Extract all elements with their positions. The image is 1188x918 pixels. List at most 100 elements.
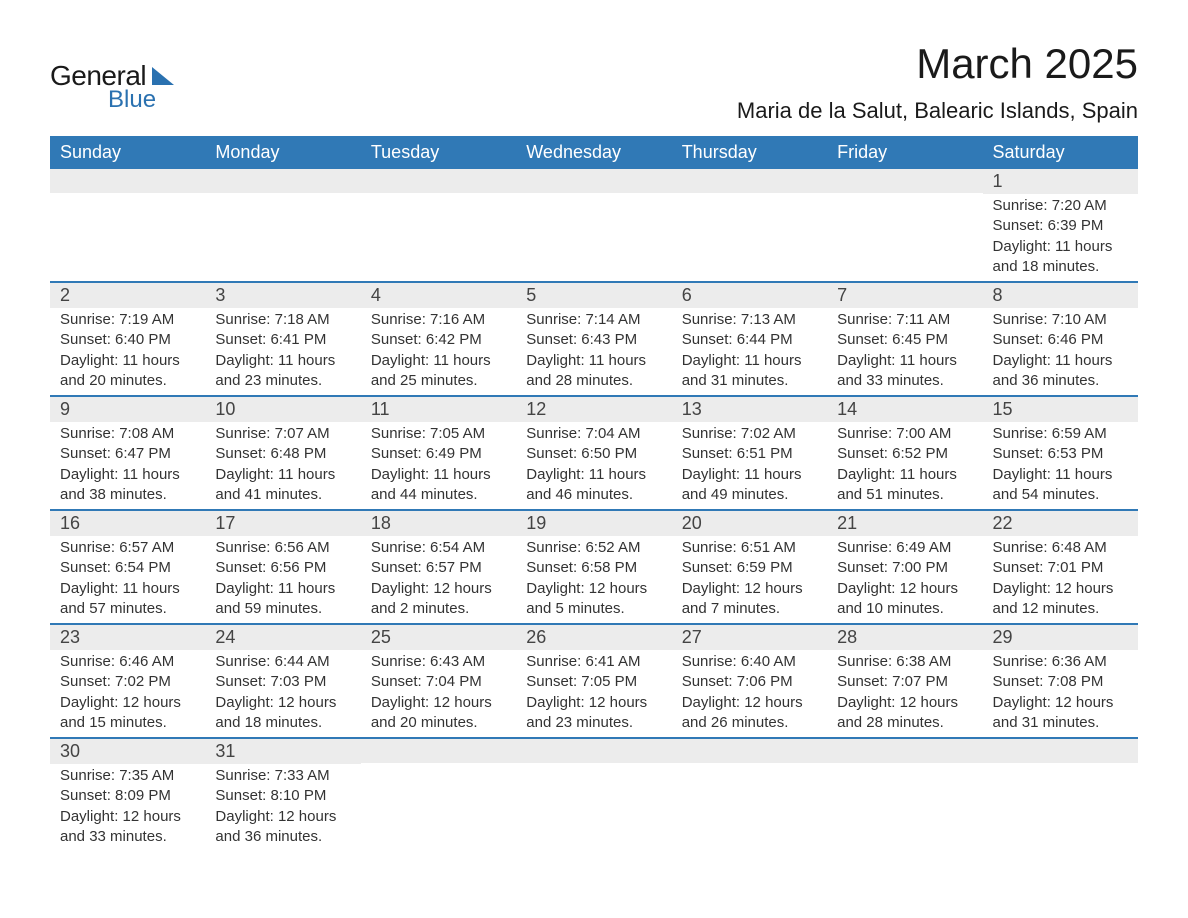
sunset-line: Sunset: 6:48 PM xyxy=(215,444,350,464)
day-number-empty xyxy=(672,739,827,763)
day-number: 14 xyxy=(827,397,982,422)
calendar-day-cell: 5Sunrise: 7:14 AMSunset: 6:43 PMDaylight… xyxy=(516,282,671,396)
day-number: 6 xyxy=(672,283,827,308)
weekday-header: Sunday xyxy=(50,136,205,169)
sunset-line: Sunset: 6:44 PM xyxy=(682,330,817,350)
sunset-line: Sunset: 6:56 PM xyxy=(215,558,350,578)
sunset-line: Sunset: 6:58 PM xyxy=(526,558,661,578)
sunset-line: Sunset: 6:57 PM xyxy=(371,558,506,578)
day-number-empty xyxy=(516,739,671,763)
day-data: Sunrise: 7:16 AMSunset: 6:42 PMDaylight:… xyxy=(361,308,516,395)
calendar-day-cell: 14Sunrise: 7:00 AMSunset: 6:52 PMDayligh… xyxy=(827,396,982,510)
calendar-week-row: 30Sunrise: 7:35 AMSunset: 8:09 PMDayligh… xyxy=(50,738,1138,851)
calendar-day-cell xyxy=(672,169,827,282)
calendar-day-cell: 24Sunrise: 6:44 AMSunset: 7:03 PMDayligh… xyxy=(205,624,360,738)
calendar-day-cell: 28Sunrise: 6:38 AMSunset: 7:07 PMDayligh… xyxy=(827,624,982,738)
sunrise-line: Sunrise: 6:41 AM xyxy=(526,652,661,672)
daylight-line: Daylight: 12 hours and 5 minutes. xyxy=(526,579,661,620)
sunset-line: Sunset: 6:47 PM xyxy=(60,444,195,464)
sunset-line: Sunset: 6:41 PM xyxy=(215,330,350,350)
day-number: 4 xyxy=(361,283,516,308)
daylight-line: Daylight: 12 hours and 31 minutes. xyxy=(993,693,1128,734)
day-data: Sunrise: 6:41 AMSunset: 7:05 PMDaylight:… xyxy=(516,650,671,737)
day-number: 2 xyxy=(50,283,205,308)
calendar-day-cell: 9Sunrise: 7:08 AMSunset: 6:47 PMDaylight… xyxy=(50,396,205,510)
day-number: 21 xyxy=(827,511,982,536)
day-number: 23 xyxy=(50,625,205,650)
daylight-line: Daylight: 11 hours and 54 minutes. xyxy=(993,465,1128,506)
day-number: 3 xyxy=(205,283,360,308)
day-number: 10 xyxy=(205,397,360,422)
calendar-week-row: 16Sunrise: 6:57 AMSunset: 6:54 PMDayligh… xyxy=(50,510,1138,624)
sunset-line: Sunset: 7:06 PM xyxy=(682,672,817,692)
sunset-line: Sunset: 8:09 PM xyxy=(60,786,195,806)
day-number: 26 xyxy=(516,625,671,650)
day-number: 20 xyxy=(672,511,827,536)
sunset-line: Sunset: 7:00 PM xyxy=(837,558,972,578)
calendar-day-cell: 27Sunrise: 6:40 AMSunset: 7:06 PMDayligh… xyxy=(672,624,827,738)
day-number: 22 xyxy=(983,511,1138,536)
daylight-line: Daylight: 12 hours and 23 minutes. xyxy=(526,693,661,734)
day-data: Sunrise: 7:33 AMSunset: 8:10 PMDaylight:… xyxy=(205,764,360,851)
calendar-day-cell xyxy=(827,169,982,282)
calendar-day-cell: 26Sunrise: 6:41 AMSunset: 7:05 PMDayligh… xyxy=(516,624,671,738)
daylight-line: Daylight: 12 hours and 33 minutes. xyxy=(60,807,195,848)
sunrise-line: Sunrise: 7:14 AM xyxy=(526,310,661,330)
sunrise-line: Sunrise: 7:07 AM xyxy=(215,424,350,444)
calendar-week-row: 2Sunrise: 7:19 AMSunset: 6:40 PMDaylight… xyxy=(50,282,1138,396)
sunset-line: Sunset: 7:02 PM xyxy=(60,672,195,692)
daylight-line: Daylight: 12 hours and 10 minutes. xyxy=(837,579,972,620)
sunrise-line: Sunrise: 6:56 AM xyxy=(215,538,350,558)
sunset-line: Sunset: 7:04 PM xyxy=(371,672,506,692)
sunrise-line: Sunrise: 6:46 AM xyxy=(60,652,195,672)
day-number: 24 xyxy=(205,625,360,650)
sunset-line: Sunset: 7:07 PM xyxy=(837,672,972,692)
sunset-line: Sunset: 6:51 PM xyxy=(682,444,817,464)
calendar-day-cell: 15Sunrise: 6:59 AMSunset: 6:53 PMDayligh… xyxy=(983,396,1138,510)
sunrise-line: Sunrise: 7:04 AM xyxy=(526,424,661,444)
sunrise-line: Sunrise: 6:38 AM xyxy=(837,652,972,672)
calendar-day-cell: 3Sunrise: 7:18 AMSunset: 6:41 PMDaylight… xyxy=(205,282,360,396)
calendar-day-cell: 10Sunrise: 7:07 AMSunset: 6:48 PMDayligh… xyxy=(205,396,360,510)
daylight-line: Daylight: 11 hours and 49 minutes. xyxy=(682,465,817,506)
sunrise-line: Sunrise: 7:05 AM xyxy=(371,424,506,444)
sunset-line: Sunset: 6:46 PM xyxy=(993,330,1128,350)
sunrise-line: Sunrise: 6:57 AM xyxy=(60,538,195,558)
day-number: 31 xyxy=(205,739,360,764)
day-data: Sunrise: 6:56 AMSunset: 6:56 PMDaylight:… xyxy=(205,536,360,623)
sunrise-line: Sunrise: 6:44 AM xyxy=(215,652,350,672)
sunrise-line: Sunrise: 6:48 AM xyxy=(993,538,1128,558)
day-data: Sunrise: 7:13 AMSunset: 6:44 PMDaylight:… xyxy=(672,308,827,395)
day-number-empty xyxy=(50,169,205,193)
calendar-day-cell: 21Sunrise: 6:49 AMSunset: 7:00 PMDayligh… xyxy=(827,510,982,624)
weekday-header: Thursday xyxy=(672,136,827,169)
sunrise-line: Sunrise: 7:02 AM xyxy=(682,424,817,444)
day-data: Sunrise: 7:02 AMSunset: 6:51 PMDaylight:… xyxy=(672,422,827,509)
day-number: 5 xyxy=(516,283,671,308)
calendar-week-row: 9Sunrise: 7:08 AMSunset: 6:47 PMDaylight… xyxy=(50,396,1138,510)
day-number: 19 xyxy=(516,511,671,536)
day-number: 15 xyxy=(983,397,1138,422)
calendar-day-cell: 1Sunrise: 7:20 AMSunset: 6:39 PMDaylight… xyxy=(983,169,1138,282)
daylight-line: Daylight: 11 hours and 23 minutes. xyxy=(215,351,350,392)
daylight-line: Daylight: 12 hours and 36 minutes. xyxy=(215,807,350,848)
sunset-line: Sunset: 6:43 PM xyxy=(526,330,661,350)
day-number: 8 xyxy=(983,283,1138,308)
day-data: Sunrise: 6:59 AMSunset: 6:53 PMDaylight:… xyxy=(983,422,1138,509)
weekday-header: Friday xyxy=(827,136,982,169)
calendar-day-cell: 17Sunrise: 6:56 AMSunset: 6:56 PMDayligh… xyxy=(205,510,360,624)
daylight-line: Daylight: 12 hours and 2 minutes. xyxy=(371,579,506,620)
day-data: Sunrise: 7:20 AMSunset: 6:39 PMDaylight:… xyxy=(983,194,1138,281)
calendar-day-cell: 19Sunrise: 6:52 AMSunset: 6:58 PMDayligh… xyxy=(516,510,671,624)
daylight-line: Daylight: 12 hours and 12 minutes. xyxy=(993,579,1128,620)
header: General Blue March 2025 Maria de la Salu… xyxy=(50,40,1138,124)
weekday-header: Tuesday xyxy=(361,136,516,169)
calendar-day-cell: 2Sunrise: 7:19 AMSunset: 6:40 PMDaylight… xyxy=(50,282,205,396)
calendar-week-row: 1Sunrise: 7:20 AMSunset: 6:39 PMDaylight… xyxy=(50,169,1138,282)
calendar-day-cell: 20Sunrise: 6:51 AMSunset: 6:59 PMDayligh… xyxy=(672,510,827,624)
daylight-line: Daylight: 11 hours and 59 minutes. xyxy=(215,579,350,620)
daylight-line: Daylight: 11 hours and 18 minutes. xyxy=(993,237,1128,278)
day-data: Sunrise: 6:54 AMSunset: 6:57 PMDaylight:… xyxy=(361,536,516,623)
day-data: Sunrise: 6:44 AMSunset: 7:03 PMDaylight:… xyxy=(205,650,360,737)
sunset-line: Sunset: 7:03 PM xyxy=(215,672,350,692)
